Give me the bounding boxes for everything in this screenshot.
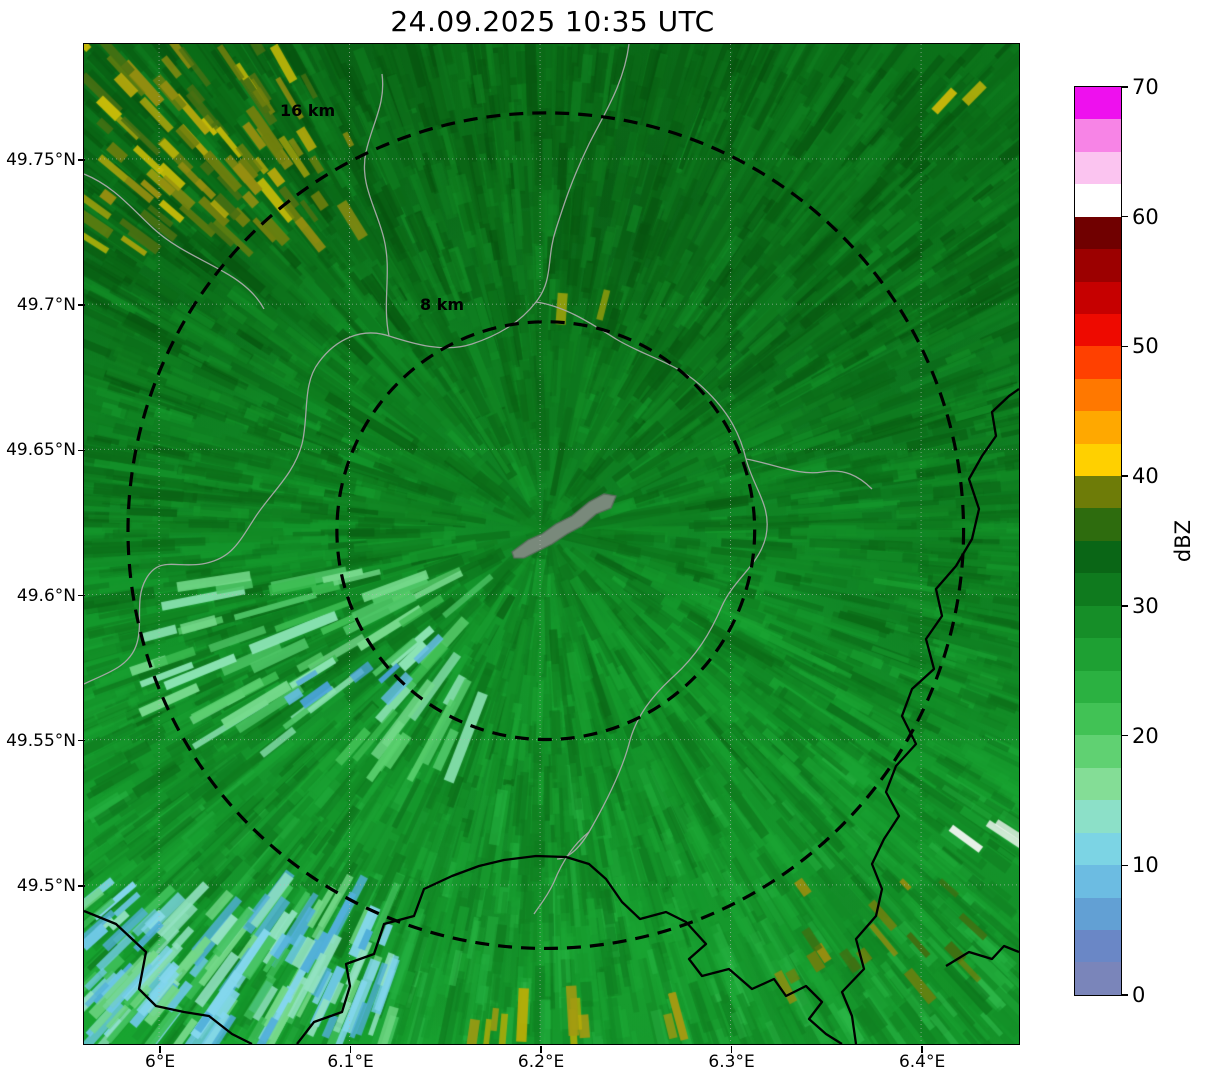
y-tickmark <box>78 159 85 161</box>
colorbar-axis-label: dBZ <box>1171 519 1195 563</box>
y-tick-label: 49.65°N <box>6 440 76 461</box>
colorbar-segment <box>1074 703 1121 736</box>
colorbar-segment <box>1074 865 1121 898</box>
x-tickmark <box>921 1046 923 1053</box>
colorbar-segment <box>1074 605 1121 639</box>
colorbar-tickmark <box>1121 734 1128 737</box>
y-tickmark <box>78 885 85 887</box>
map-plot: 8 km 16 km <box>83 43 1021 1046</box>
colorbar-segment <box>1074 508 1121 541</box>
colorbar-tickmark <box>1121 215 1128 218</box>
x-tick-label: 6°E <box>145 1052 176 1072</box>
x-tick-label: 6.4°E <box>898 1052 946 1072</box>
y-tick-label: 49.55°N <box>6 730 76 751</box>
colorbar-tickmark <box>1121 86 1128 88</box>
colorbar-tick-label: 10 <box>1132 853 1159 878</box>
radar-field-canvas <box>84 44 1020 1045</box>
y-tick-label: 49.7°N <box>16 295 76 316</box>
colorbar-tickmark <box>1121 475 1128 477</box>
colorbar-segment <box>1074 119 1121 152</box>
y-tick-label: 49.6°N <box>16 585 76 606</box>
colorbar-segment <box>1074 540 1121 574</box>
colorbar-tick-label: 70 <box>1132 75 1159 99</box>
x-tickmark <box>159 1046 161 1053</box>
colorbar-tickmark <box>1121 345 1128 348</box>
colorbar-segment <box>1074 86 1121 120</box>
colorbar-tickmark <box>1121 994 1128 996</box>
colorbar-segment <box>1074 346 1121 379</box>
colorbar-segment <box>1074 249 1121 282</box>
colorbar-tick-label: 20 <box>1132 723 1159 748</box>
x-tick-label: 6.1°E <box>327 1052 374 1072</box>
colorbar-segment <box>1074 670 1121 703</box>
y-tickmark <box>78 739 85 742</box>
y-tick-label: 49.5°N <box>16 875 76 896</box>
colorbar-segment <box>1074 929 1121 963</box>
colorbar-tickmark <box>1121 605 1128 607</box>
colorbar-segment <box>1074 378 1121 412</box>
colorbar-segment <box>1074 313 1121 347</box>
colorbar-segment <box>1074 573 1121 606</box>
colorbar-tick-label: 50 <box>1132 334 1159 359</box>
x-tickmark <box>730 1046 733 1053</box>
colorbar-segment <box>1074 735 1121 768</box>
colorbar-segment <box>1074 897 1121 930</box>
colorbar <box>1073 85 1122 996</box>
y-tickmark <box>78 449 85 452</box>
figure-title: 24.09.2025 10:35 UTC <box>390 5 715 38</box>
colorbar-segment <box>1074 184 1121 217</box>
colorbar-segment <box>1074 767 1121 801</box>
y-tick-label: 49.75°N <box>6 149 76 170</box>
colorbar-segment <box>1074 281 1121 314</box>
colorbar-segment <box>1074 476 1121 509</box>
y-tickmark <box>78 594 85 597</box>
x-tickmark <box>540 1046 542 1053</box>
colorbar-segment <box>1074 443 1121 477</box>
colorbar-segment <box>1074 832 1121 866</box>
colorbar-segment <box>1074 638 1121 671</box>
colorbar-tick-label: 60 <box>1132 204 1159 229</box>
colorbar-segment <box>1074 151 1121 185</box>
colorbar-tick-label: 40 <box>1132 464 1159 489</box>
x-tick-label: 6.3°E <box>708 1052 755 1072</box>
colorbar-segment <box>1074 800 1121 833</box>
colorbar-tick-label: 0 <box>1132 983 1146 1007</box>
x-tickmark <box>349 1046 352 1053</box>
colorbar-segment <box>1074 411 1121 444</box>
colorbar-segment <box>1074 216 1121 250</box>
colorbar-segment <box>1074 962 1121 995</box>
y-tickmark <box>78 304 85 306</box>
colorbar-tick-label: 30 <box>1132 593 1159 618</box>
colorbar-tickmark <box>1121 864 1128 867</box>
x-tick-label: 6.2°E <box>517 1052 565 1072</box>
